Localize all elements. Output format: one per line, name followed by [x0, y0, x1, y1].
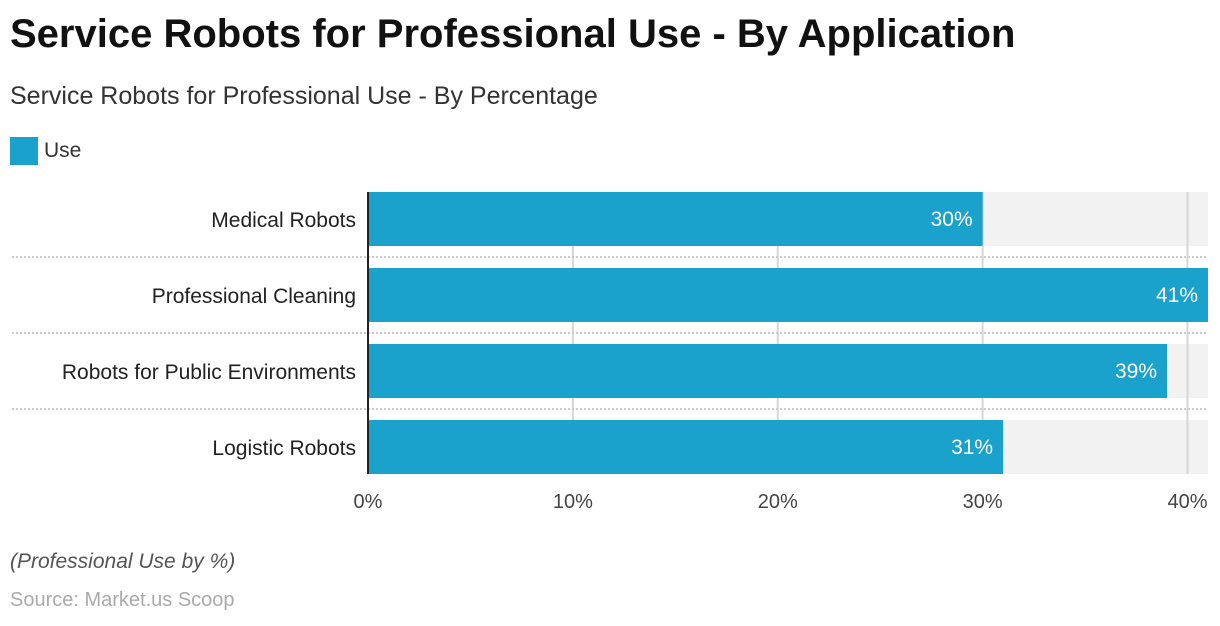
x-tick-label: 20% — [758, 491, 798, 513]
x-tick-label: 40% — [1167, 491, 1207, 513]
chart-source: Source: Market.us Scoop — [10, 589, 235, 611]
chart-note: (Professional Use by %) — [10, 550, 236, 573]
x-tick-label: 10% — [553, 491, 593, 513]
bar — [368, 420, 1004, 474]
bar — [368, 344, 1168, 398]
category-label: Medical Robots — [211, 209, 356, 232]
data-label: 31% — [951, 436, 993, 459]
legend: Use — [10, 137, 81, 165]
category-label: Logistic Robots — [212, 437, 356, 460]
bar — [368, 268, 1208, 322]
category-label: Robots for Public Environments — [62, 361, 356, 384]
data-label: 39% — [1115, 360, 1157, 383]
chart-title: Service Robots for Professional Use - By… — [10, 12, 1016, 56]
data-label: 30% — [931, 208, 973, 231]
chart-subtitle: Service Robots for Professional Use - By… — [10, 82, 598, 110]
legend-label: Use — [44, 139, 82, 162]
bar — [368, 192, 983, 246]
legend-swatch — [10, 137, 38, 165]
x-tick-label: 0% — [354, 491, 383, 513]
category-label: Professional Cleaning — [152, 285, 356, 308]
x-tick-label: 30% — [963, 491, 1003, 513]
data-label: 41% — [1156, 284, 1198, 307]
